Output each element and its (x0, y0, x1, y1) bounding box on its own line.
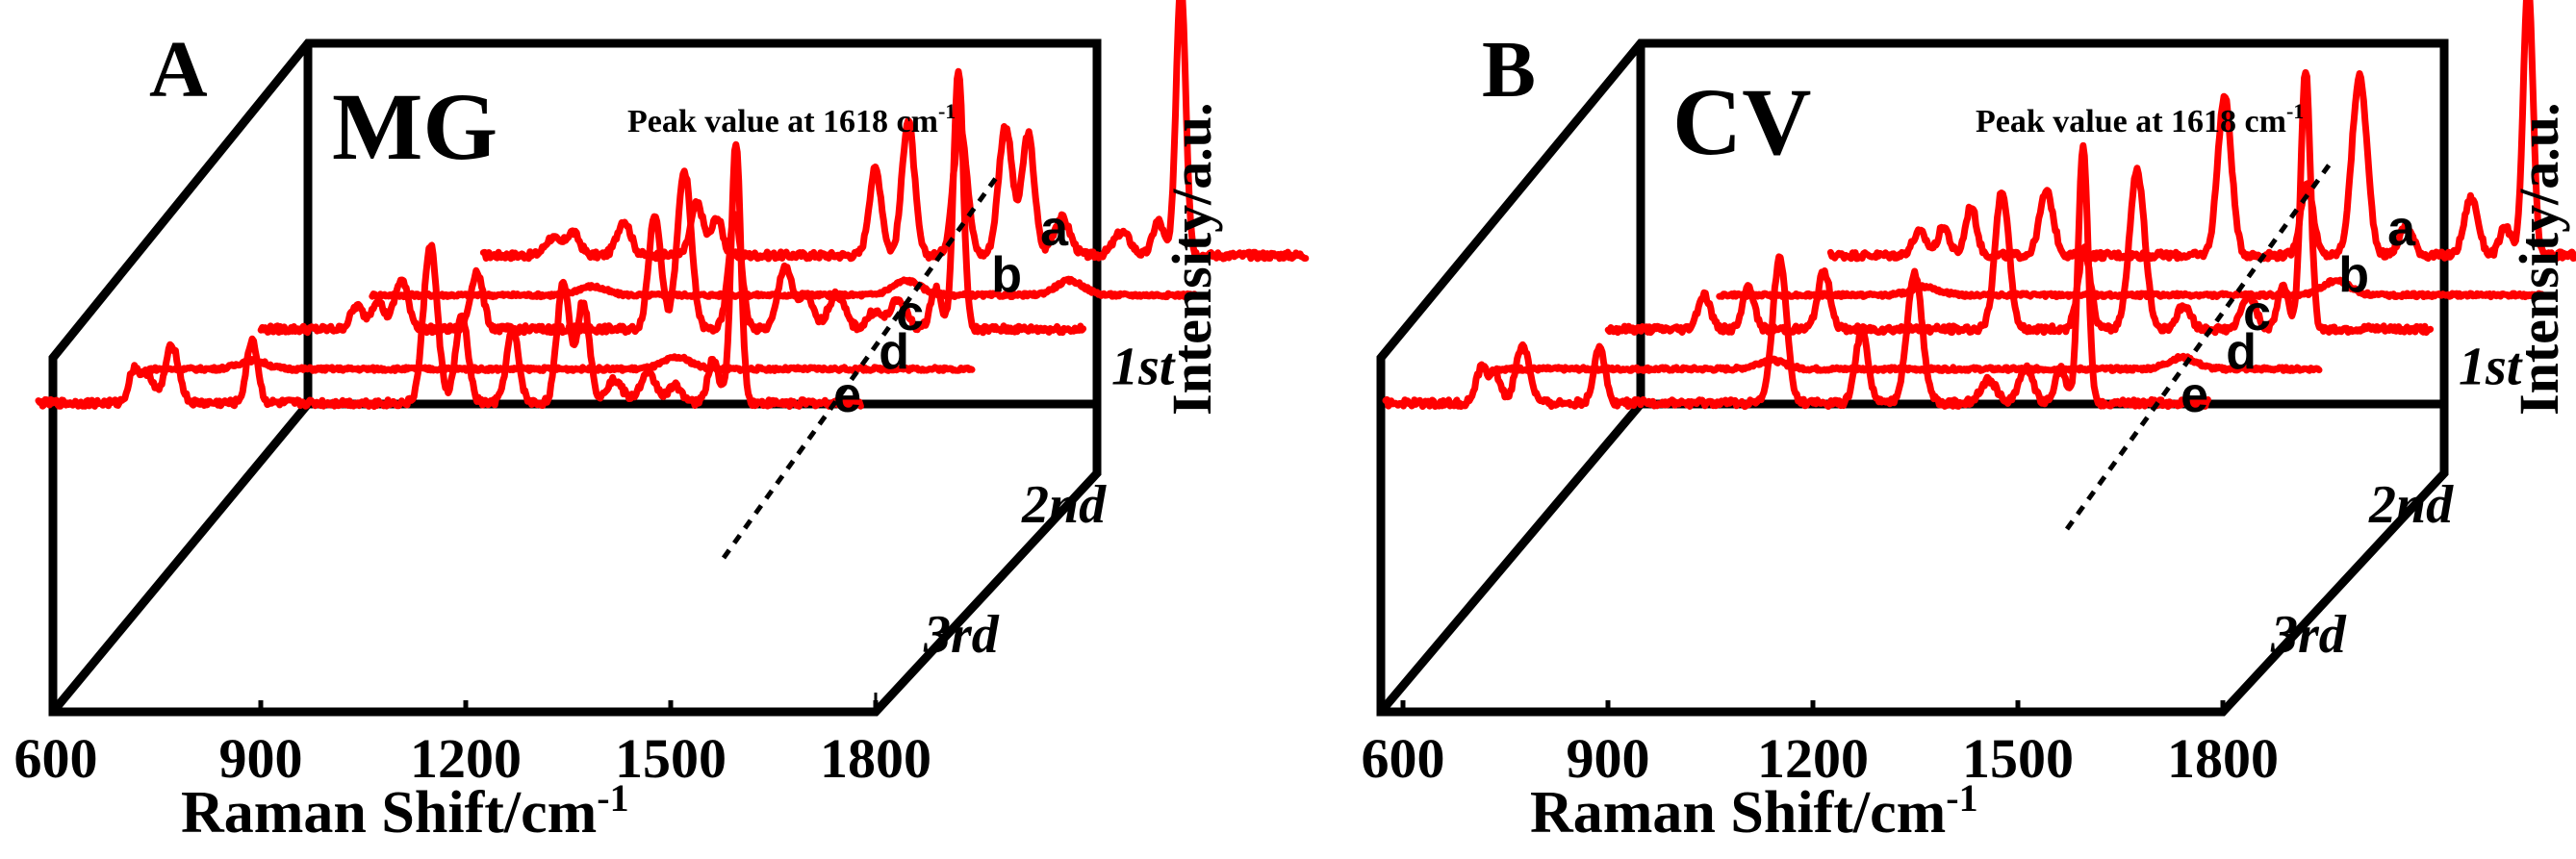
panel-b: 600 900 1200 1500 1800 B CV Peak value at 16… (1362, 0, 2576, 846)
x-tick-label-1500: 1500 (615, 727, 727, 790)
panel-a-peak-annotation-sup: -1 (938, 99, 956, 123)
panel-a-y-axis-label: Intensity/a.u. (1160, 102, 1223, 416)
panel-b-spectra (1382, 0, 2576, 411)
depth-label-3rd: 3rd (923, 605, 1000, 665)
panel-b-box-floor-edge (1377, 401, 1645, 715)
panel-a-depth-labels: 1st 2nd 3rd (923, 338, 1176, 666)
spectrum-d (1493, 352, 2323, 374)
panel-a-peak-annotation-text: Peak value at 1618 cm (627, 104, 938, 139)
panel-b-x-axis-label-sup: -1 (1946, 776, 1977, 820)
spectrum-b (369, 275, 1198, 301)
depth-label-2nd: 2nd (1021, 475, 1107, 535)
spectrum-e (1382, 141, 2211, 411)
x-tick-label-1800: 1800 (820, 727, 931, 790)
panel-b-x-axis-label-text: Raman Shift/cm (1530, 780, 1946, 846)
panel-a-x-ticks: 600 900 1200 1500 1800 (14, 700, 931, 790)
depth-label-1st: 1st (2459, 338, 2523, 397)
panel-a-x-axis-label-text: Raman Shift/cm (181, 780, 597, 846)
series-label-b: b (991, 247, 1022, 303)
panel-b-depth-labels: 1st 2nd 3rd (2270, 338, 2523, 666)
spectrum-d (146, 353, 976, 374)
series-label-b: b (2338, 247, 2369, 303)
spectrum-c (1604, 68, 2435, 337)
panel-a: 600 900 1200 1500 1800 A MG Peak value at 16… (14, 0, 1310, 846)
series-label-a: a (2387, 201, 2416, 257)
spectrum-a (1826, 0, 2576, 263)
panel-a-series-labels: ab cde (833, 201, 1069, 423)
series-label-c: c (896, 286, 924, 341)
panel-a-x-axis-label: Raman Shift/cm-1 (181, 776, 629, 846)
panel-b-letter: B (1482, 25, 1536, 114)
panel-b-x-axis-label: Raman Shift/cm-1 (1530, 776, 1978, 846)
x-tick-label-1500: 1500 (1962, 727, 2074, 790)
spectrum-e (35, 140, 864, 411)
panel-b-peak-annotation-sup: -1 (2286, 99, 2304, 123)
panel-a-spectra (35, 0, 1310, 411)
panel-a-x-axis-label-sup: -1 (597, 776, 628, 820)
x-tick-label-1200: 1200 (1757, 727, 1869, 790)
x-tick-label-600: 600 (1362, 727, 1445, 790)
series-label-d: d (879, 324, 909, 380)
panel-a-peak-guide-line (721, 176, 999, 560)
spectrum-a (479, 0, 1310, 263)
depth-label-3rd: 3rd (2270, 605, 2347, 665)
panel-a-box-floor-edge (49, 401, 312, 715)
series-label-d: d (2226, 324, 2257, 380)
panel-a-peak-annotation: Peak value at 1618 cm-1 (627, 99, 956, 139)
depth-label-1st: 1st (1111, 338, 1176, 397)
panel-a-letter: A (149, 25, 208, 114)
panel-b-compound-title: CV (1672, 68, 1811, 175)
depth-label-2nd: 2nd (2368, 475, 2454, 535)
x-tick-label-900: 900 (219, 727, 303, 790)
spectrum-b (1716, 276, 2545, 301)
panel-b-peak-guide-line (2064, 157, 2336, 531)
panel-b-peak-annotation: Peak value at 1618 cm-1 (1976, 99, 2304, 139)
x-tick-label-1200: 1200 (410, 727, 522, 790)
panel-b-x-ticks: 600 900 1200 1500 1800 (1362, 700, 2279, 790)
spectrum-c (257, 67, 1087, 337)
series-label-c: c (2243, 286, 2271, 341)
series-label-e: e (833, 367, 861, 423)
x-tick-label-900: 900 (1567, 727, 1650, 790)
panel-a-compound-title: MG (332, 73, 497, 180)
x-tick-label-1800: 1800 (2167, 727, 2279, 790)
series-label-a: a (1040, 201, 1069, 257)
panel-b-y-axis-label: Intensity/a.u. (2508, 102, 2570, 416)
panel-b-series-labels: ab cde (2181, 201, 2416, 423)
panel-b-peak-annotation-text: Peak value at 1618 cm (1976, 104, 2286, 139)
x-tick-label-600: 600 (14, 727, 98, 790)
series-label-e: e (2181, 367, 2208, 423)
